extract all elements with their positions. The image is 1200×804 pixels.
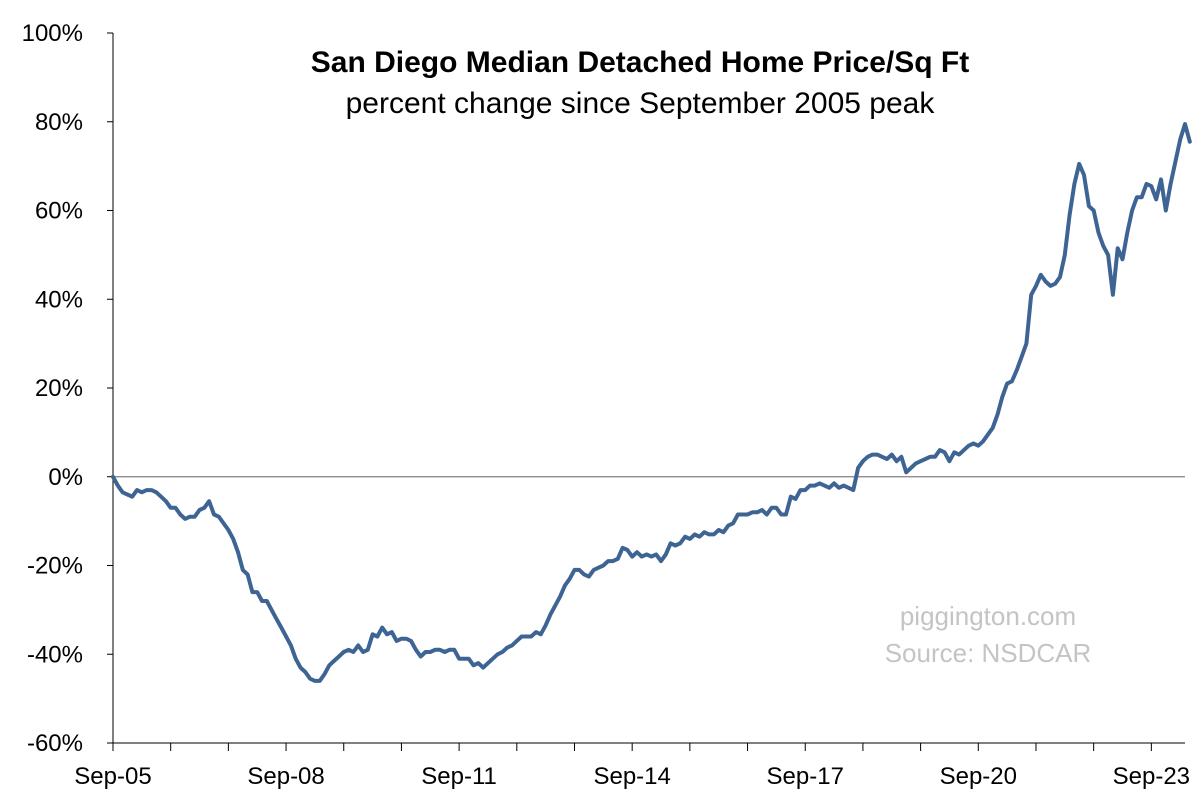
annotation-source: Source: NSDCAR: [885, 638, 1092, 668]
y-tick-label: -60%: [27, 730, 83, 757]
chart-title: San Diego Median Detached Home Price/Sq …: [311, 46, 969, 79]
y-tick-labels: -60% -40% -20% 0% 20% 40% 60% 80% 100%: [22, 20, 83, 757]
axes: [107, 32, 1185, 751]
y-tick-label: 40%: [35, 286, 83, 313]
y-tick-label: -20%: [27, 553, 83, 580]
chart-subtitle: percent change since September 2005 peak: [346, 87, 936, 120]
x-tick-labels: Sep-05 Sep-08 Sep-11 Sep-14 Sep-17 Sep-20 Sep-…: [74, 763, 1190, 790]
series-line: [111, 122, 1192, 683]
y-tick-label: -40%: [27, 641, 83, 668]
y-tick-label: 80%: [35, 109, 83, 136]
x-tick-label: Sep-08: [247, 763, 324, 790]
series-layer: [111, 122, 1192, 683]
annotation-site: piggington.com: [900, 601, 1076, 631]
x-tick-label: Sep-05: [74, 763, 151, 790]
y-tick-label: 100%: [22, 20, 83, 47]
x-tick-label: Sep-20: [940, 763, 1017, 790]
y-tick-label: 60%: [35, 198, 83, 225]
x-tick-label: Sep-23: [1113, 763, 1190, 790]
y-tick-label: 0%: [48, 464, 83, 491]
x-tick-label: Sep-11: [421, 763, 497, 790]
y-tick-label: 20%: [35, 375, 83, 402]
x-tick-label: Sep-17: [767, 763, 844, 790]
x-tick-label: Sep-14: [593, 763, 670, 790]
